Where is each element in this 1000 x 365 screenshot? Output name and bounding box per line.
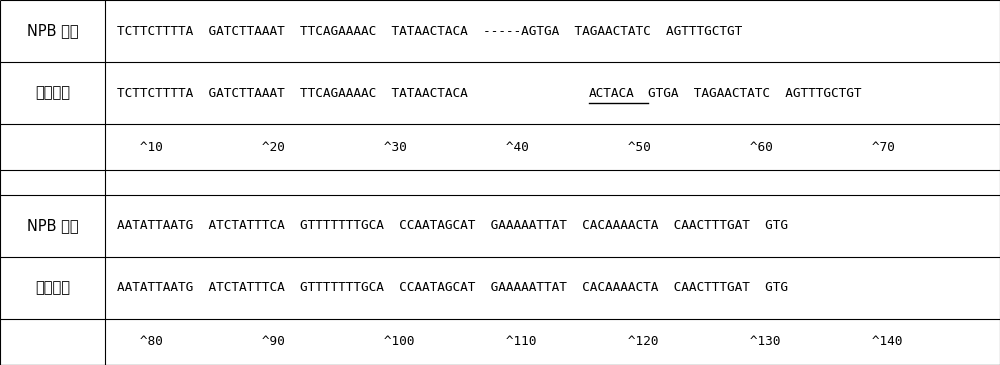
Text: AATATTAATG  ATCTATTTCA  GTTTTTTTGCA  CCAATAGCAT  GAAAAATTAT  CACAAAACTA  CAACTTT: AATATTAATG ATCTATTTCA GTTTTTTTGCA CCAATA… [117, 281, 788, 294]
Text: ^10             ^20             ^30             ^40             ^50             : ^10 ^20 ^30 ^40 ^50 [117, 141, 895, 154]
Text: NPB 序列: NPB 序列 [27, 23, 78, 38]
Text: 特青序列: 特青序列 [35, 280, 70, 295]
Text: GTGA  TAGAACTATC  AGTTTGCTGT: GTGA TAGAACTATC AGTTTGCTGT [648, 87, 862, 100]
Text: 特青序列: 特青序列 [35, 85, 70, 100]
Text: TCTTCTTTTA  GATCTTAAAT  TTCAGAAAAC  TATAACTACA  -----AGTGA  TAGAACTATC  AGTTTGCT: TCTTCTTTTA GATCTTAAAT TTCAGAAAAC TATAACT… [117, 24, 742, 38]
Text: ^80             ^90             ^100            ^110            ^120            : ^80 ^90 ^100 ^110 ^120 [117, 335, 902, 348]
Text: NPB 序列: NPB 序列 [27, 218, 78, 233]
Text: AATATTAATG  ATCTATTTCA  GTTTTTTTGCA  CCAATAGCAT  GAAAAATTAT  CACAAAACTA  CAACTTT: AATATTAATG ATCTATTTCA GTTTTTTTGCA CCAATA… [117, 219, 788, 232]
Text: ACTACA: ACTACA [589, 87, 635, 100]
Text: TCTTCTTTTA  GATCTTAAAT  TTCAGAAAAC  TATAACTACA: TCTTCTTTTA GATCTTAAAT TTCAGAAAAC TATAACT… [117, 87, 483, 100]
